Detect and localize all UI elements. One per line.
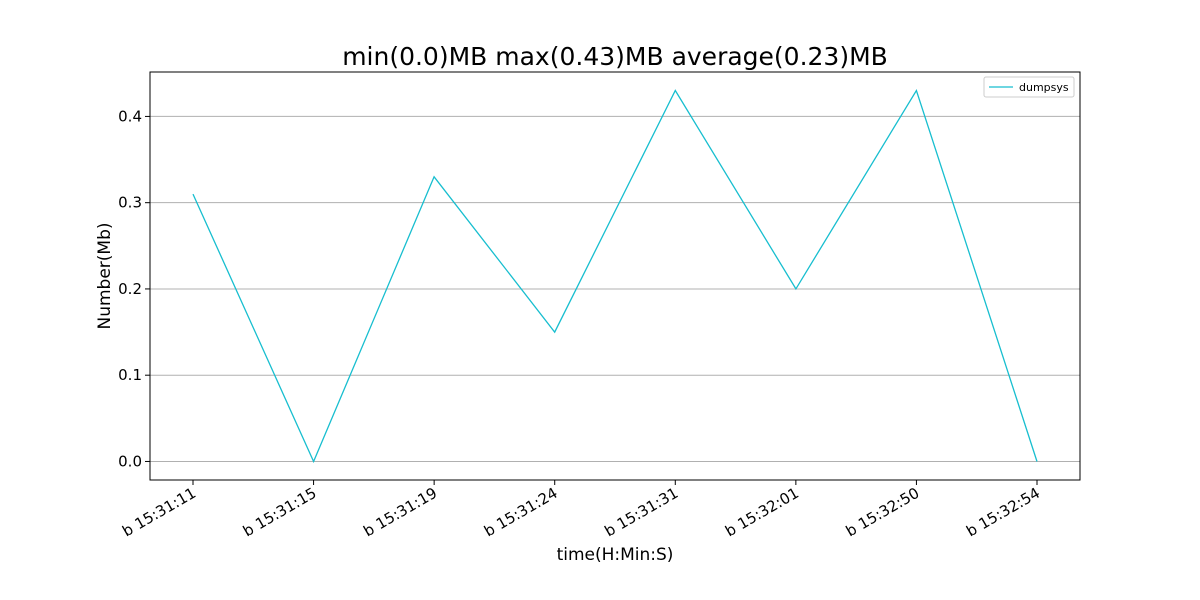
y-axis: 0.0 0.1 0.2 0.3 0.4: [118, 107, 150, 470]
grid-lines: [150, 115, 1080, 462]
legend: dumpsys: [983, 76, 1075, 98]
x-tick-label: b 15:32:50: [843, 484, 923, 540]
x-tick-label: b 15:32:54: [963, 484, 1043, 540]
x-tick-label: b 15:31:31: [602, 484, 682, 540]
y-tick-label: 0.1: [118, 366, 142, 384]
chart-title: min(0.0)MB max(0.43)MB average(0.23)MB: [342, 42, 888, 71]
x-tick-label: b 15:31:19: [360, 484, 440, 540]
y-tick-label: 0.2: [118, 280, 142, 298]
x-tick-label: b 15:31:24: [481, 484, 561, 540]
y-axis-label: Number(Mb): [95, 222, 115, 329]
x-axis: b 15:31:11 b 15:31:15 b 15:31:19 b 15:31:24…: [119, 480, 1043, 540]
legend-box: [983, 76, 1075, 98]
series-group: [192, 88, 1038, 464]
legend-label-dumpsys: dumpsys: [1019, 81, 1069, 94]
plot-area-frame: [149, 71, 1081, 481]
x-tick-label: b 15:32:01: [722, 484, 802, 540]
y-tick-label: 0.3: [118, 194, 142, 212]
series-line-dumpsys: [192, 88, 1038, 464]
x-tick-label: b 15:31:11: [119, 484, 199, 540]
x-tick-label: b 15:31:15: [240, 484, 320, 540]
y-tick-label: 0.4: [118, 107, 142, 125]
y-tick-label: 0.0: [118, 452, 142, 470]
x-axis-label: time(H:Min:S): [557, 545, 674, 565]
